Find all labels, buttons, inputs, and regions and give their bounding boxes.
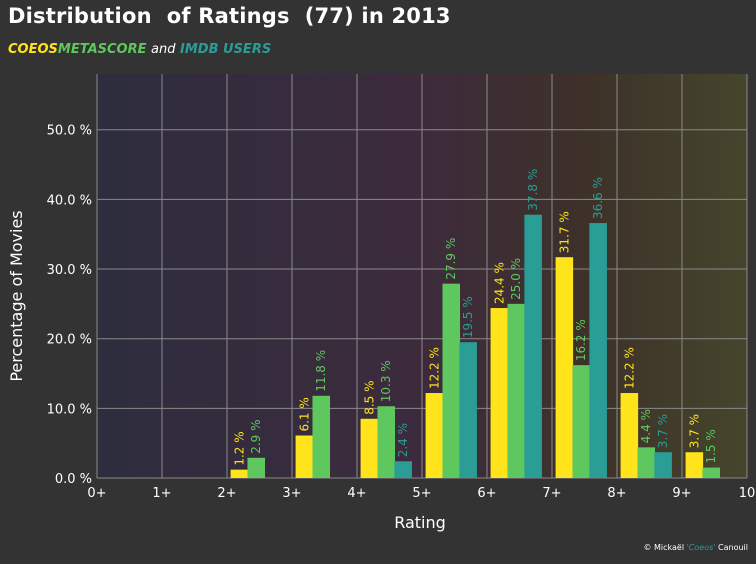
data-labels-group: 1.2 % 6.1 % 8.5 % 12.2 % 24.4 % 31.7 % 12.2 % 3…: [232, 169, 718, 466]
data-label: 12.2 %: [427, 347, 441, 389]
data-label: 3.7 %: [687, 414, 701, 448]
data-label: 24.4 %: [492, 262, 506, 304]
bars-group: [230, 214, 721, 479]
data-label: 19.5 %: [461, 296, 475, 338]
bar: [230, 469, 249, 478]
data-label: 3.7 %: [656, 414, 670, 448]
bar: [490, 308, 509, 478]
y-tick-label: 0.0 %: [55, 472, 92, 487]
x-tick-label: 10: [739, 486, 756, 501]
y-tick-label: 30.0 %: [47, 263, 92, 278]
y-tick-label: 50.0 %: [47, 124, 92, 139]
bar: [295, 435, 314, 478]
data-label: 1.5 %: [704, 429, 718, 463]
data-label: 12.2 %: [622, 347, 636, 389]
x-tick-label: 5+: [412, 486, 431, 501]
legend-and-text: and: [151, 42, 176, 57]
legend-entry-coeos: COEOS: [8, 42, 58, 57]
credit-prefix: © Mickaël: [643, 543, 687, 552]
data-label: 8.5 %: [362, 380, 376, 414]
bar: [637, 447, 656, 478]
data-label: 1.2 %: [232, 431, 246, 465]
credit-suffix: Canouil: [715, 543, 748, 552]
bar: [360, 418, 379, 478]
data-label: 36.6 %: [591, 177, 605, 219]
bar: [572, 365, 591, 478]
legend-entry-imdb-users: IMDB USERS: [180, 42, 272, 57]
data-label: 27.9 %: [444, 238, 458, 280]
data-label: 10.3 %: [379, 360, 393, 402]
bar: [524, 214, 542, 479]
x-tick-label: 6+: [477, 486, 496, 501]
y-axis-label: Percentage of Movies: [7, 210, 26, 381]
bar: [459, 342, 477, 478]
bar: [247, 457, 266, 478]
data-label: 37.8 %: [526, 169, 540, 211]
x-tick-label: 1+: [152, 486, 171, 501]
x-tick-label: 8+: [607, 486, 626, 501]
credit-nickname: 'Coeos': [686, 543, 716, 552]
x-tick-label: 2+: [217, 486, 236, 501]
credit: © Mickaël 'Coeos' Canouil: [643, 543, 748, 552]
x-axis-label: Rating: [394, 513, 446, 532]
y-tick-label: 10.0 %: [47, 402, 92, 417]
data-label: 2.4 %: [396, 423, 410, 457]
bar: [425, 393, 444, 478]
data-label: 4.4 %: [639, 409, 653, 443]
data-label: 2.9 %: [249, 419, 263, 453]
bar: [702, 467, 721, 478]
bar: [394, 461, 412, 478]
data-label: 25.0 %: [509, 258, 523, 300]
x-tick-label: 3+: [282, 486, 301, 501]
data-label: 31.7 %: [557, 211, 571, 253]
y-tick-label: 40.0 %: [47, 193, 92, 208]
grid-lines: [96, 74, 748, 479]
legend: COEOSMETASCORE and IMDB USERS: [8, 42, 271, 57]
bar: [555, 257, 574, 478]
bar: [507, 303, 526, 478]
data-label: 11.8 %: [314, 350, 328, 392]
y-tick-label: 20.0 %: [47, 333, 92, 348]
legend-entry-metascore: METASCORE: [57, 42, 147, 57]
x-tick-labels: 0+ 1+ 2+ 3+ 4+ 5+ 6+ 7+ 8+ 9+ 10: [87, 486, 755, 501]
bar: [685, 452, 704, 478]
bar: [589, 223, 607, 478]
chart-title: Distribution of Ratings (77) in 2013: [8, 4, 451, 28]
bar: [620, 393, 639, 478]
data-label: 16.2 %: [574, 319, 588, 361]
x-tick-label: 7+: [542, 486, 561, 501]
y-tick-labels: 0.0 % 10.0 % 20.0 % 30.0 % 40.0 % 50.0 %: [47, 124, 92, 487]
bar: [654, 452, 672, 478]
bar: [377, 406, 396, 478]
bar: [442, 283, 461, 478]
bar: [312, 395, 331, 478]
data-label: 6.1 %: [297, 397, 311, 431]
x-tick-label: 9+: [672, 486, 691, 501]
x-tick-label: 4+: [347, 486, 366, 501]
x-tick-label: 0+: [87, 486, 106, 501]
